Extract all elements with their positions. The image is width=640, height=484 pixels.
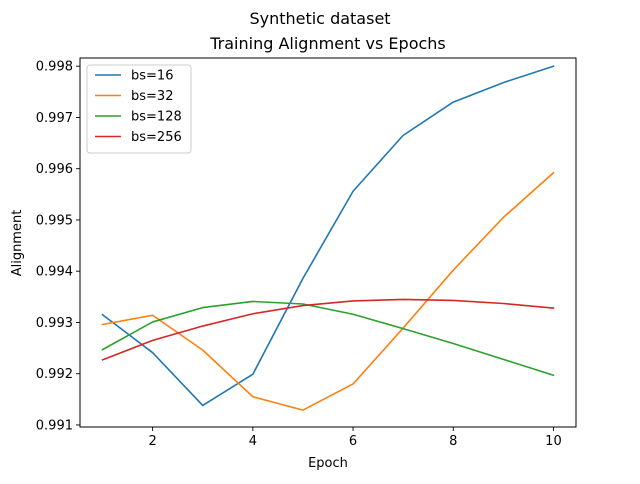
x-axis-label: Epoch (308, 456, 348, 471)
x-tick-label-2: 6 (349, 434, 357, 449)
series-line-3 (101, 298, 555, 361)
x-tick-label-4: 10 (545, 434, 562, 449)
x-tick-label-0: 2 (149, 434, 157, 449)
y-tick-label-2: 0.993 (36, 316, 73, 331)
legend-label-3: bs=256 (131, 130, 182, 145)
y-tick-label-1: 0.992 (36, 367, 73, 382)
legend-label-2: bs=128 (131, 110, 182, 125)
x-tick-label-1: 4 (249, 434, 257, 449)
y-tick-label-4: 0.995 (36, 213, 73, 228)
y-tick-label-6: 0.997 (36, 111, 73, 126)
x-ticks: 2 4 6 8 10 (149, 427, 562, 449)
legend-box (86, 64, 192, 154)
y-tick-label-3: 0.994 (36, 265, 73, 280)
y-tick-label-0: 0.991 (36, 418, 73, 433)
x-tick-label-3: 8 (449, 434, 457, 449)
y-ticks: 0.991 0.992 0.993 0.994 0.995 0.996 0.997 0.998 (36, 60, 80, 433)
legend: bs=16 bs=32 bs=128 bs=256 (86, 64, 192, 154)
y-tick-label-5: 0.996 (36, 162, 73, 177)
series-line-0 (101, 65, 555, 407)
y-tick-label-7: 0.998 (36, 60, 73, 75)
series-line-2 (101, 300, 555, 377)
chart-title: Training Alignment vs Epochs (209, 34, 446, 53)
legend-label-0: bs=16 (131, 69, 173, 84)
chart-suptitle: Synthetic dataset (249, 9, 390, 28)
y-axis-label: Alignment (10, 210, 25, 277)
legend-label-1: bs=32 (131, 89, 173, 104)
series-layer (101, 65, 555, 411)
plot-frame (79, 57, 577, 428)
